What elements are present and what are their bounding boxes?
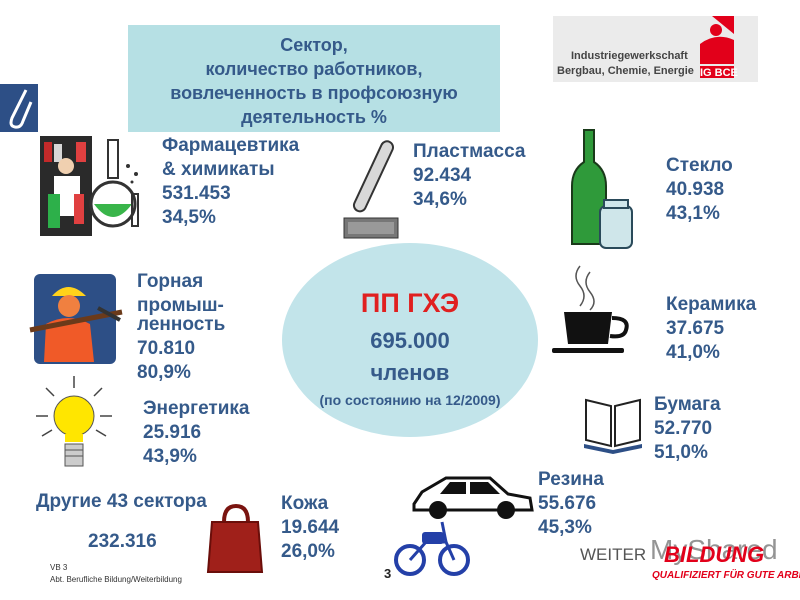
center-count: 695.000 <box>370 328 450 353</box>
paper-count: 52.770 <box>654 418 713 439</box>
footer-line-2: Abt. Berufliche Bildung/Weiterbildung <box>50 575 182 584</box>
energy-count: 25.916 <box>143 422 202 443</box>
sector-ceramics: Керамика 37.675 41,0% <box>666 293 756 365</box>
rubber-pct: 45,3% <box>538 517 592 538</box>
brand-prefix: WEITER <box>580 545 647 564</box>
rubber-name: Резина <box>538 469 604 490</box>
book-icon <box>584 398 642 454</box>
title-line-1: Сектор, <box>280 35 348 55</box>
ceramics-pct: 41,0% <box>666 342 720 363</box>
sector-energy: Энергетика 25.916 43,9% <box>143 397 249 469</box>
plastic-count: 92.434 <box>413 165 472 186</box>
mining-name-3: ленность <box>137 314 226 335</box>
leather-count: 19.644 <box>281 517 340 538</box>
center-unit: членов <box>370 360 450 385</box>
mining-name-2: промыш- <box>137 295 224 316</box>
flask-icon <box>89 139 139 228</box>
sector-glass: Стекло 40.938 43,1% <box>666 154 733 226</box>
title-line-4: деятельность % <box>241 107 387 127</box>
leather-name: Кожа <box>281 493 329 514</box>
rubber-count: 55.676 <box>538 493 597 514</box>
pharmacist-icon <box>40 136 92 236</box>
sector-leather: Кожа 19.644 26,0% <box>281 492 339 564</box>
energy-name: Энергетика <box>143 398 250 419</box>
sector-mining-2: ленность 70.810 80,9% <box>137 313 225 385</box>
sector-other-name: Другие 43 сектора <box>36 491 207 512</box>
title-line-3: вовлеченность в профсоюзную <box>170 83 458 103</box>
plastic-pct: 34,6% <box>413 189 467 210</box>
ceramics-count: 37.675 <box>666 318 725 339</box>
logo-figure-icon <box>700 16 734 78</box>
footer-line-1: VB 3 <box>50 563 68 572</box>
lightbulb-icon <box>36 376 112 467</box>
energy-pct: 43,9% <box>143 446 197 467</box>
brand-main: BILDUNG <box>664 542 765 567</box>
motorcycle-icon <box>394 521 470 576</box>
paper-name: Бумага <box>654 394 721 415</box>
ceramics-name: Керамика <box>666 294 757 315</box>
title-box: Сектор, количество работников, вовлеченн… <box>128 25 500 132</box>
mining-name-1: Горная <box>137 271 204 292</box>
pharma-name-1: Фармацевтика <box>162 135 300 156</box>
pharma-name-2: & химикаты <box>162 159 275 180</box>
pharma-count: 531.453 <box>162 183 231 204</box>
glass-count: 40.938 <box>666 179 725 200</box>
logo-line-1: Industriegewerkschaft <box>571 50 688 62</box>
plastic-name: Пластмасса <box>413 141 526 162</box>
handbag-icon <box>206 503 264 573</box>
coffee-cup-icon <box>552 265 629 353</box>
sector-paper: Бумага 52.770 51,0% <box>654 393 721 465</box>
sector-other-count: 232.316 <box>88 531 157 552</box>
leather-pct: 26,0% <box>281 541 335 562</box>
bottle-icon <box>571 129 633 249</box>
center-ellipse <box>282 243 538 437</box>
title-line-2: количество работников, <box>205 59 423 79</box>
glass-name: Стекло <box>666 155 733 176</box>
paper-pct: 51,0% <box>654 442 708 463</box>
center-title: ПП ГХЭ <box>360 288 460 318</box>
brand-tagline: QUALIFIZIERT FÜR GUTE ARBEIT <box>652 570 800 581</box>
watermark: MyShared <box>650 534 778 565</box>
pharma-pct: 34,5% <box>162 207 216 228</box>
mining-pct: 80,9% <box>137 362 191 383</box>
logo-line-2: Bergbau, Chemie, Energie <box>557 65 694 77</box>
sector-pharma: Фармацевтика & химикаты 531.453 34,5% <box>162 134 299 230</box>
car-icon <box>412 476 534 519</box>
sector-mining: Горная промыш- <box>137 270 224 318</box>
mining-count: 70.810 <box>137 338 196 359</box>
sector-rubber: Резина 55.676 45,3% <box>538 468 604 540</box>
miner-icon <box>29 274 123 364</box>
logo-brand: IG BCE <box>700 67 738 79</box>
sector-plastic: Пластмасса 92.434 34,6% <box>413 140 525 212</box>
paperclip-icon <box>0 84 38 132</box>
page-number: 3 <box>384 566 392 581</box>
center-note: (по состоянию на 12/2009) <box>319 392 501 408</box>
glass-pct: 43,1% <box>666 203 720 224</box>
plastic-tube-icon <box>343 140 399 239</box>
